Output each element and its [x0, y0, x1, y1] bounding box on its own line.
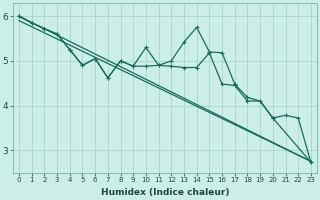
X-axis label: Humidex (Indice chaleur): Humidex (Indice chaleur) — [101, 188, 229, 197]
